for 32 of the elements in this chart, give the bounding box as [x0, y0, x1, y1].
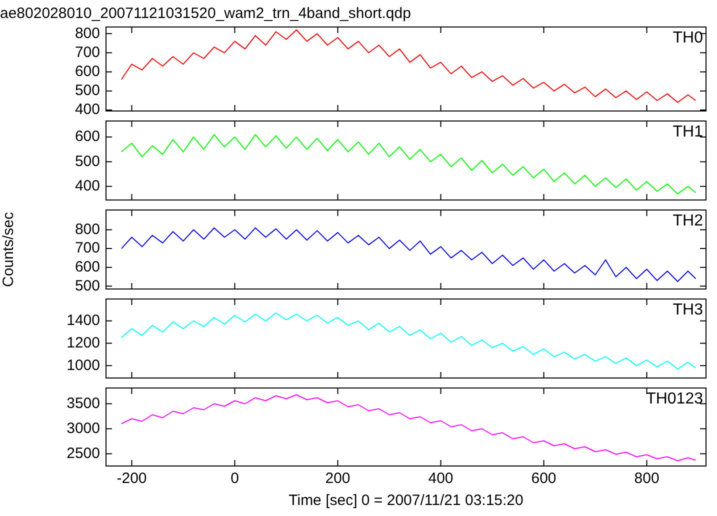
y-tick-label: 1400 [66, 312, 100, 329]
text: TH2 [672, 212, 704, 230]
y-tick-label: 3000 [66, 420, 100, 437]
x-tick-label: 600 [531, 470, 556, 488]
chart-title: ae802028010_20071121031520_wam2_trn_4band_short.qdp [0, 5, 411, 22]
y-tick-label: 2500 [66, 444, 100, 462]
text: TH1 [672, 123, 704, 140]
y-tick-label: 600 [74, 63, 100, 80]
x-tick-label: 200 [325, 470, 350, 488]
y-tick-label: 500 [74, 82, 100, 100]
y-axis-title: Counts/sec [0, 211, 18, 288]
text: TH3 [672, 301, 704, 318]
y-tick-label: 600 [74, 128, 100, 146]
x-tick-label: 400 [428, 470, 454, 488]
text: TH0 [672, 29, 704, 46]
x-tick-label: 0 [230, 470, 239, 488]
y-tick-label: 1000 [66, 356, 100, 374]
y-tick-label: 700 [74, 240, 100, 257]
x-tick-label: -200 [116, 470, 147, 488]
y-tick-label: 3500 [66, 394, 100, 412]
y-tick-label: 800 [74, 24, 100, 42]
y-tick-label: 700 [74, 44, 100, 61]
text: TH0123 [646, 390, 704, 408]
y-tick-label: 400 [74, 101, 100, 118]
y-tick-label: 400 [74, 178, 100, 195]
y-tick-label: 1200 [66, 334, 100, 352]
x-axis-title: Time [sec] 0 = 2007/11/21 03:15:20 [288, 492, 524, 510]
y-tick-label: 500 [74, 277, 100, 294]
x-tick-label: 800 [634, 470, 660, 488]
y-tick-label: 500 [74, 152, 100, 170]
y-tick-label: 800 [74, 220, 100, 238]
y-tick-label: 600 [74, 258, 100, 276]
